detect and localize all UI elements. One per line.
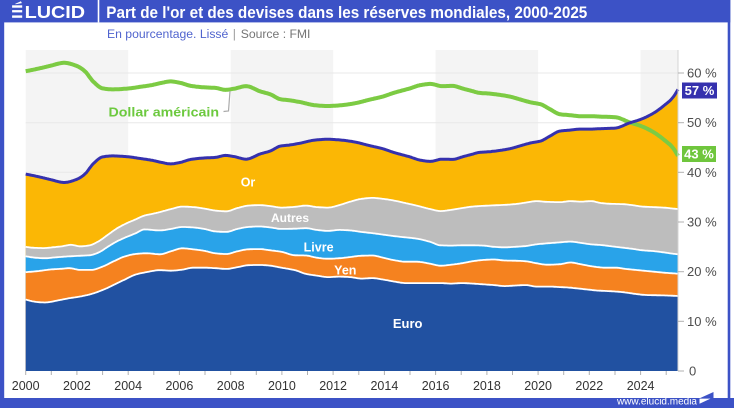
svg-text:2024: 2024 [627,379,655,393]
svg-text:|: | [233,27,236,41]
svg-text:Autres: Autres [271,211,309,225]
svg-text:Dollar américain: Dollar américain [109,105,220,120]
svg-text:2018: 2018 [473,379,501,393]
svg-text:2000: 2000 [12,379,40,393]
svg-text:2020: 2020 [524,379,552,393]
svg-text:2016: 2016 [422,379,450,393]
svg-text:Part de l'or et des devises da: Part de l'or et des devises dans les rés… [106,4,587,22]
svg-text:2010: 2010 [268,379,296,393]
svg-text:2002: 2002 [63,379,91,393]
svg-text:2008: 2008 [217,379,245,393]
svg-text:2014: 2014 [370,379,398,393]
svg-text:20 %: 20 % [687,264,717,279]
svg-text:Source : FMI: Source : FMI [241,27,311,41]
svg-text:Euro: Euro [393,316,423,331]
svg-text:10 %: 10 % [687,314,717,329]
svg-text:0: 0 [689,364,696,379]
svg-text:2004: 2004 [114,379,142,393]
svg-text:Yen: Yen [334,264,356,278]
svg-text:40 %: 40 % [687,165,717,180]
svg-text:43 %: 43 % [684,147,714,162]
svg-text:57 %: 57 % [685,83,715,98]
svg-text:2006: 2006 [165,379,193,393]
svg-text:60 %: 60 % [687,66,717,81]
svg-text:www.elucid.media: www.elucid.media [616,396,697,407]
svg-text:2012: 2012 [319,379,347,393]
svg-text:2022: 2022 [575,379,603,393]
svg-text:50 %: 50 % [687,115,717,130]
svg-text:Or: Or [241,176,256,190]
svg-text:LUCID: LUCID [25,2,86,22]
svg-text:Livre: Livre [304,240,334,254]
svg-text:En pourcentage. Lissé: En pourcentage. Lissé [107,27,229,41]
svg-text:30 %: 30 % [687,215,717,230]
